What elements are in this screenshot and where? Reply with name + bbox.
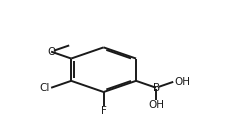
Text: Cl: Cl	[40, 83, 50, 93]
Text: OH: OH	[173, 77, 189, 87]
Text: O: O	[47, 47, 55, 57]
Text: OH: OH	[147, 100, 163, 110]
Text: F: F	[100, 106, 106, 116]
Text: B: B	[152, 83, 159, 93]
